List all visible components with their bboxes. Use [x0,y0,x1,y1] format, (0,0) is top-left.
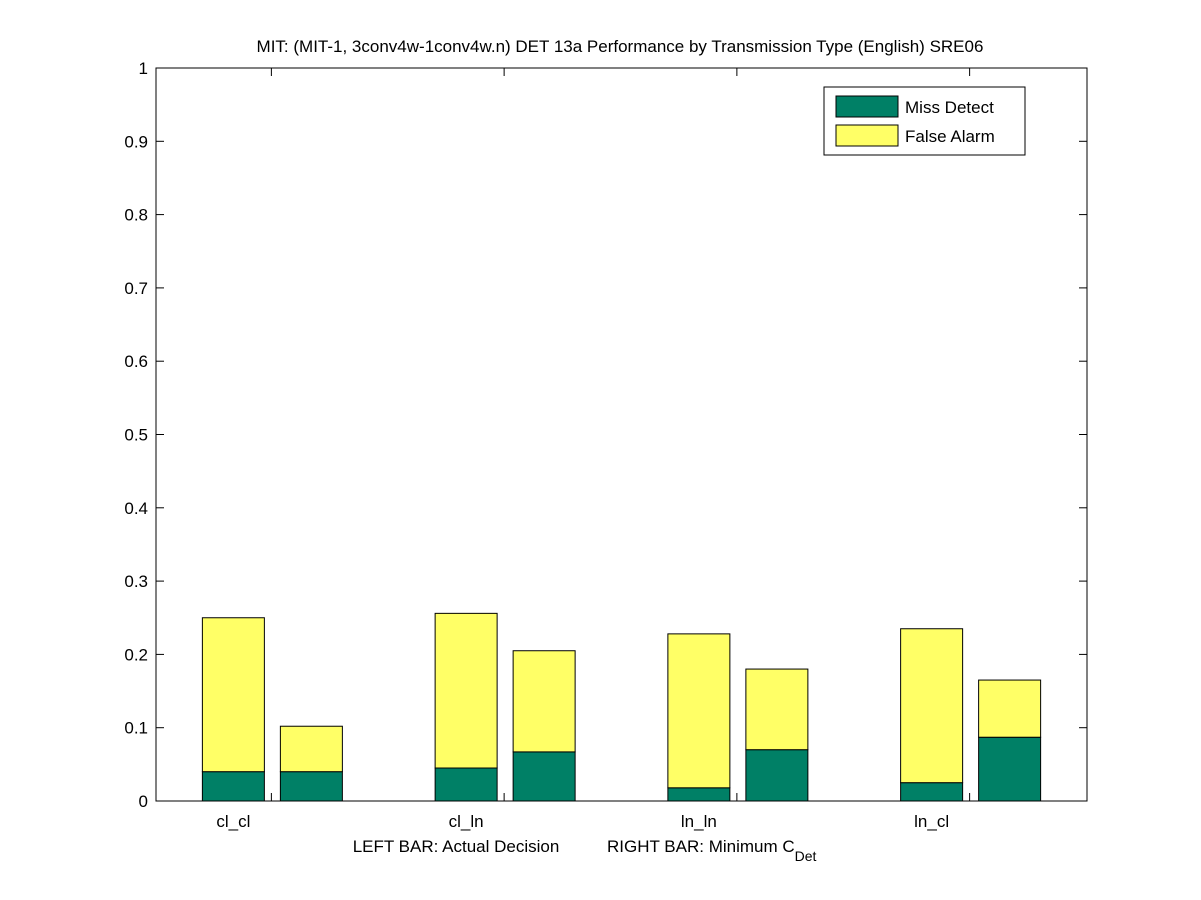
bar-false-alarm-minimum [279,725,343,773]
bar-miss-detect-minimum [279,771,343,802]
legend-swatch [835,124,899,147]
legend-label: Miss Detect [905,98,994,117]
legend-label: False Alarm [905,127,995,146]
bar-miss-detect-minimum [978,736,1042,802]
legend: Miss Detect False Alarm [823,86,1026,156]
bar-miss-detect-actual [201,771,265,802]
y-tick-label: 1 [139,59,148,78]
bar-miss-detect-minimum [745,749,809,802]
x-axis-label-right-prefix: RIGHT BAR: Minimum C [607,837,795,856]
bar-false-alarm-actual [201,617,265,773]
y-tick-label: 0.8 [124,206,148,225]
bar-miss-detect-actual [900,782,964,802]
bar-miss-detect-actual [434,767,498,802]
bar-miss-detect-actual [667,787,731,802]
y-tick-label: 0.5 [124,426,148,445]
x-tick-label: ln_ln [681,812,717,831]
y-tick-label: 0.7 [124,279,148,298]
legend-swatch [835,95,899,118]
y-tick-label: 0.4 [124,499,148,518]
x-tick-label: cl_ln [449,812,484,831]
bar-false-alarm-actual [434,612,498,769]
x-tick-label: cl_cl [216,812,250,831]
y-tick-label: 0.3 [124,572,148,591]
bar-false-alarm-actual [900,628,964,784]
y-tick-label: 0.9 [124,132,148,151]
x-axis-label-left: LEFT BAR: Actual Decision [353,837,560,856]
bar-false-alarm-minimum [512,650,576,753]
x-axis-label: LEFT BAR: Actual Decision RIGHT BAR: Min… [353,837,817,864]
plot-area: 0 0.1 0.2 0.3 0.4 0.5 0.6 0.7 0.8 0.9 1 cl_cl cl_ln l… [124,59,1088,831]
x-tick-label: ln_cl [914,812,949,831]
x-axis-label-right-subscript: Det [795,848,817,864]
chart-title: MIT: (MIT-1, 3conv4w-1conv4w.n) DET 13a … [257,37,984,56]
y-tick-label: 0.2 [124,645,148,664]
y-tick-label: 0.1 [124,719,148,738]
bar-false-alarm-minimum [745,668,809,751]
bar-false-alarm-actual [667,633,731,789]
bar-false-alarm-minimum [978,679,1042,738]
bar-miss-detect-minimum [512,751,576,802]
y-tick-label: 0 [139,792,148,811]
x-axis-label-right: RIGHT BAR: Minimum CDet [607,837,817,864]
y-tick-label: 0.6 [124,352,148,371]
